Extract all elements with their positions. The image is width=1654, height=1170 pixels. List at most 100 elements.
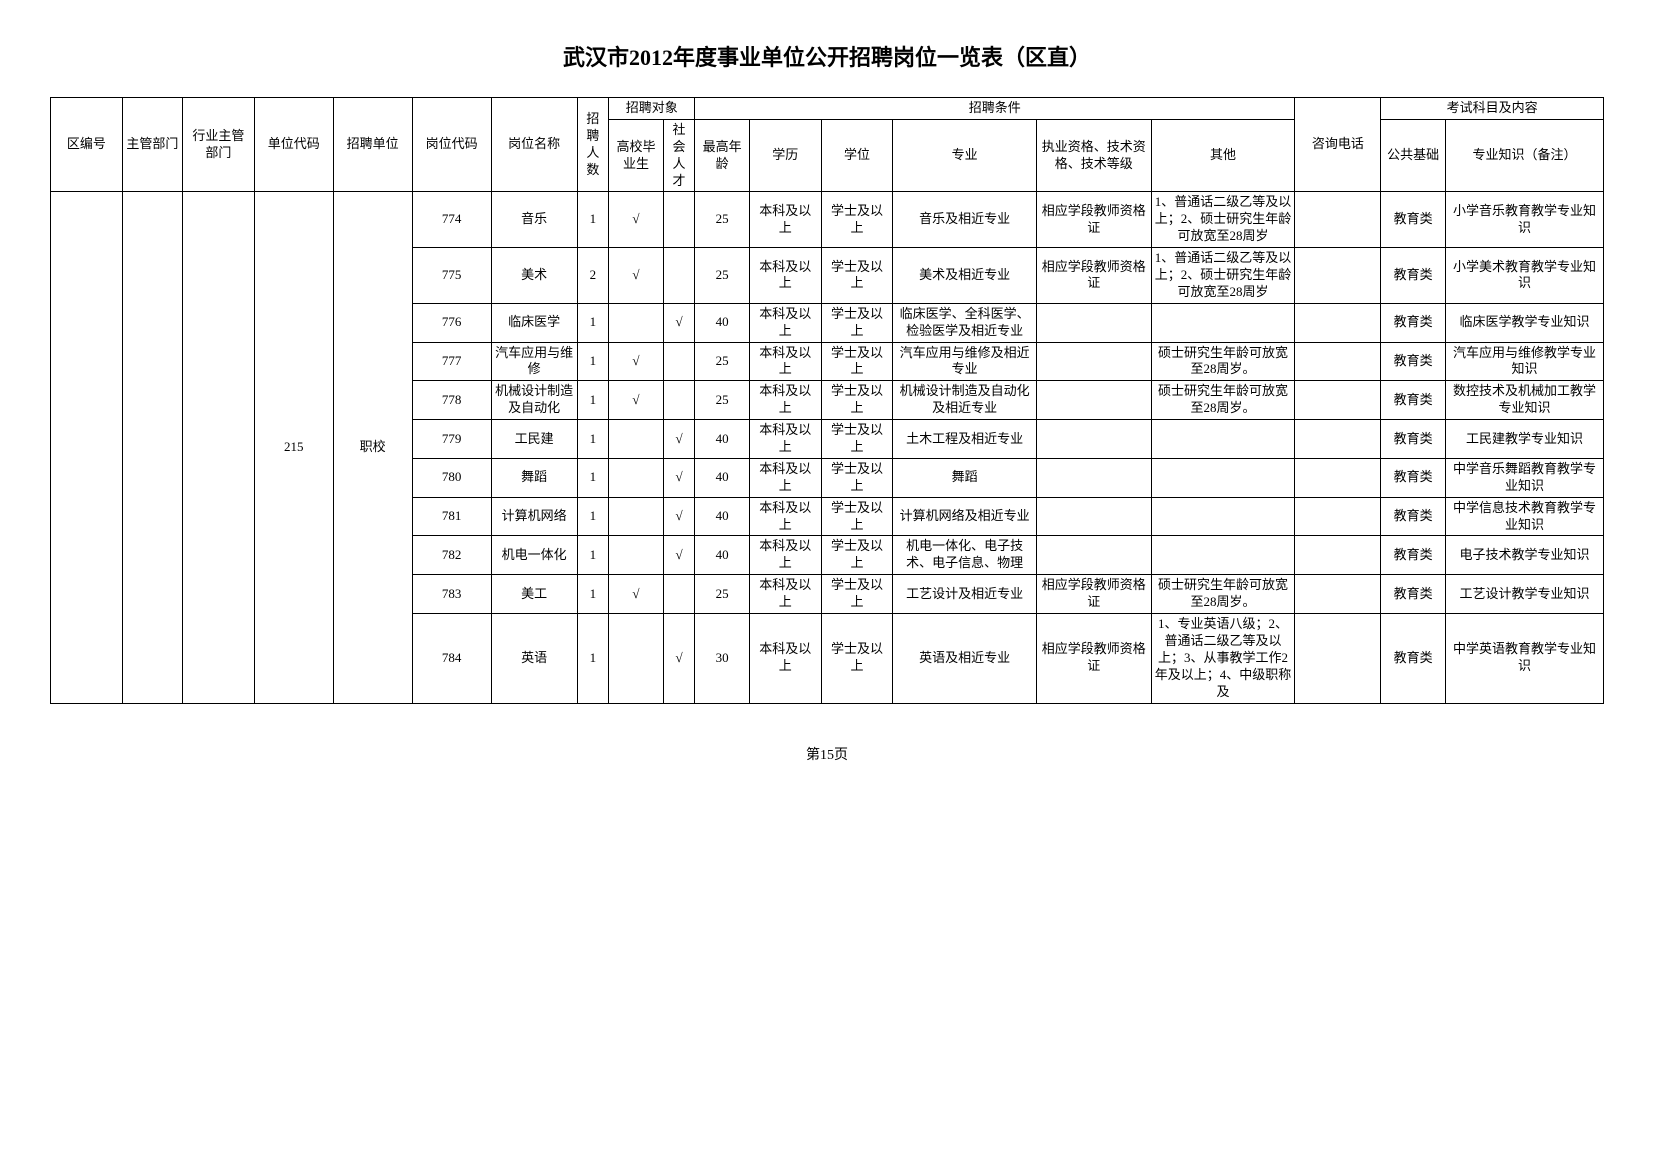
cell-zgln: 25 — [695, 192, 750, 248]
cell-zyzg — [1036, 497, 1151, 536]
cell-gwdm: 774 — [412, 192, 491, 248]
cell-zyzg — [1036, 536, 1151, 575]
cell-qbh — [51, 192, 123, 703]
cell-zxdh — [1295, 381, 1381, 420]
page-title: 武汉市2012年度事业单位公开招聘岗位一览表（区直） — [50, 40, 1604, 72]
cell-zy: 机械设计制造及自动化及相近专业 — [893, 381, 1037, 420]
header-hyzg: 行业主管部门 — [183, 98, 255, 192]
cell-zxdh — [1295, 342, 1381, 381]
header-zxdh: 咨询电话 — [1295, 98, 1381, 192]
header-zptj: 招聘条件 — [695, 98, 1295, 120]
cell-xl: 本科及以上 — [749, 248, 821, 304]
cell-ggjc: 教育类 — [1381, 614, 1446, 703]
cell-zgln: 40 — [695, 458, 750, 497]
cell-xl: 本科及以上 — [749, 536, 821, 575]
header-zyzg: 执业资格、技术资格、技术等级 — [1036, 119, 1151, 192]
header-shrc: 社会人才 — [663, 119, 695, 192]
cell-qt: 1、专业英语八级；2、普通话二级乙等及以上；3、从事教学工作2年及以上；4、中级… — [1151, 614, 1295, 703]
cell-qt: 1、普通话二级乙等及以上；2、硕士研究生年龄可放宽至28周岁 — [1151, 192, 1295, 248]
cell-zy: 舞蹈 — [893, 458, 1037, 497]
cell-xl: 本科及以上 — [749, 575, 821, 614]
cell-zprs: 1 — [577, 614, 609, 703]
cell-zyzs: 工民建教学专业知识 — [1445, 420, 1603, 459]
cell-ggjc: 教育类 — [1381, 192, 1446, 248]
cell-gxbys: √ — [609, 342, 664, 381]
cell-shrc: √ — [663, 614, 695, 703]
cell-qt — [1151, 458, 1295, 497]
cell-zprs: 2 — [577, 248, 609, 304]
cell-zy: 工艺设计及相近专业 — [893, 575, 1037, 614]
cell-shrc — [663, 248, 695, 304]
cell-zgln: 30 — [695, 614, 750, 703]
header-kskm: 考试科目及内容 — [1381, 98, 1604, 120]
cell-ggjc: 教育类 — [1381, 575, 1446, 614]
cell-gxbys — [609, 614, 664, 703]
cell-zyzs: 小学美术教育教学专业知识 — [1445, 248, 1603, 304]
cell-ggjc: 教育类 — [1381, 248, 1446, 304]
cell-zpdw: 职校 — [333, 192, 412, 703]
cell-shrc — [663, 192, 695, 248]
cell-shrc — [663, 342, 695, 381]
cell-xw: 学士及以上 — [821, 575, 893, 614]
cell-gwdm: 779 — [412, 420, 491, 459]
cell-zxdh — [1295, 497, 1381, 536]
cell-ggjc: 教育类 — [1381, 420, 1446, 459]
cell-zyzg: 相应学段教师资格证 — [1036, 248, 1151, 304]
cell-zxdh — [1295, 575, 1381, 614]
cell-zxdh — [1295, 420, 1381, 459]
header-zprs: 招聘人数 — [577, 98, 609, 192]
cell-zyzs: 小学音乐教育教学专业知识 — [1445, 192, 1603, 248]
cell-zyzs: 汽车应用与维修教学专业知识 — [1445, 342, 1603, 381]
cell-gwmc: 工民建 — [491, 420, 577, 459]
cell-xw: 学士及以上 — [821, 342, 893, 381]
cell-zxdh — [1295, 303, 1381, 342]
header-zpdx: 招聘对象 — [609, 98, 695, 120]
cell-xw: 学士及以上 — [821, 303, 893, 342]
header-ggjc: 公共基础 — [1381, 119, 1446, 192]
header-gxbys: 高校毕业生 — [609, 119, 664, 192]
cell-xw: 学士及以上 — [821, 497, 893, 536]
cell-zy: 音乐及相近专业 — [893, 192, 1037, 248]
cell-xl: 本科及以上 — [749, 614, 821, 703]
cell-shrc — [663, 575, 695, 614]
cell-gwdm: 778 — [412, 381, 491, 420]
cell-zprs: 1 — [577, 342, 609, 381]
cell-gwmc: 音乐 — [491, 192, 577, 248]
cell-gwdm: 782 — [412, 536, 491, 575]
cell-zgln: 40 — [695, 497, 750, 536]
cell-zyzg — [1036, 420, 1151, 459]
cell-zprs: 1 — [577, 497, 609, 536]
cell-zgln: 40 — [695, 303, 750, 342]
cell-gwmc: 汽车应用与维修 — [491, 342, 577, 381]
header-qt: 其他 — [1151, 119, 1295, 192]
table-row: 215职校774音乐1√25本科及以上学士及以上音乐及相近专业相应学段教师资格证… — [51, 192, 1604, 248]
cell-zxdh — [1295, 536, 1381, 575]
cell-qt: 硕士研究生年龄可放宽至28周岁。 — [1151, 575, 1295, 614]
cell-zyzs: 电子技术教学专业知识 — [1445, 536, 1603, 575]
cell-shrc — [663, 381, 695, 420]
recruitment-table: 区编号 主管部门 行业主管部门 单位代码 招聘单位 岗位代码 岗位名称 招聘人数… — [50, 97, 1604, 704]
cell-zprs: 1 — [577, 420, 609, 459]
cell-zyzs: 中学英语教育教学专业知识 — [1445, 614, 1603, 703]
cell-gxbys: √ — [609, 381, 664, 420]
cell-qt: 硕士研究生年龄可放宽至28周岁。 — [1151, 342, 1295, 381]
cell-gwmc: 美术 — [491, 248, 577, 304]
cell-xw: 学士及以上 — [821, 192, 893, 248]
cell-zyzg — [1036, 342, 1151, 381]
cell-gxbys: √ — [609, 575, 664, 614]
cell-gwmc: 机械设计制造及自动化 — [491, 381, 577, 420]
cell-zprs: 1 — [577, 536, 609, 575]
cell-xl: 本科及以上 — [749, 342, 821, 381]
cell-zyzs: 临床医学教学专业知识 — [1445, 303, 1603, 342]
cell-ggjc: 教育类 — [1381, 303, 1446, 342]
cell-qt — [1151, 303, 1295, 342]
cell-zxdh — [1295, 192, 1381, 248]
cell-zyzg: 相应学段教师资格证 — [1036, 614, 1151, 703]
header-zy: 专业 — [893, 119, 1037, 192]
cell-zyzg — [1036, 458, 1151, 497]
cell-qt — [1151, 536, 1295, 575]
cell-gxbys — [609, 420, 664, 459]
cell-zy: 临床医学、全科医学、检验医学及相近专业 — [893, 303, 1037, 342]
header-zgbm: 主管部门 — [122, 98, 182, 192]
cell-shrc: √ — [663, 536, 695, 575]
